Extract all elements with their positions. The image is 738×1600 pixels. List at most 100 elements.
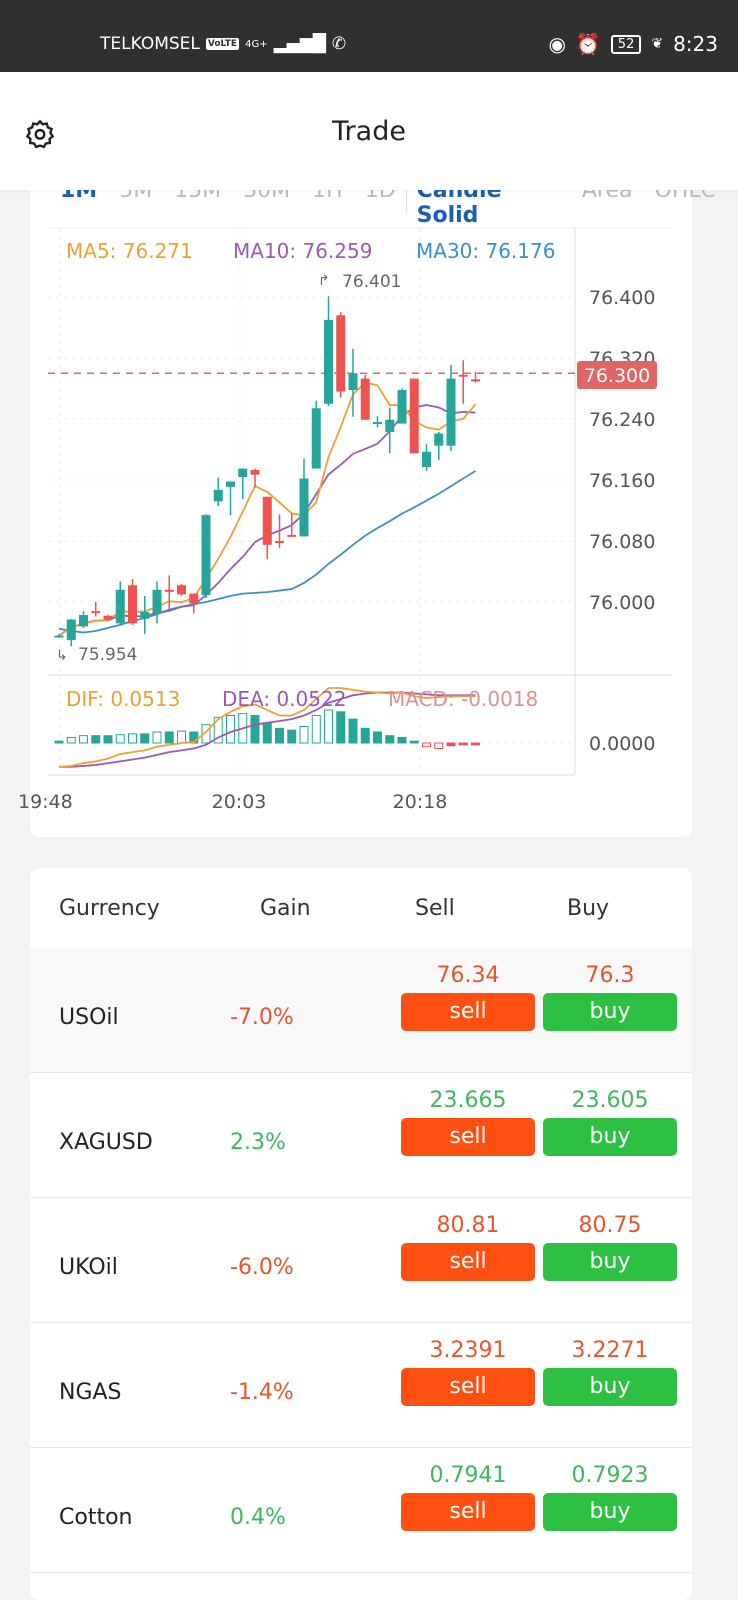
sell-price: 23.665 — [429, 1088, 507, 1113]
leaf-icon: ❦ — [651, 36, 664, 52]
candle — [336, 312, 346, 398]
high-arrow-icon: ↱ — [318, 273, 330, 289]
candle — [226, 481, 235, 516]
sell-button[interactable]: sell — [401, 1493, 535, 1531]
col-sell: Sell — [415, 896, 455, 921]
sell-button[interactable]: sell — [401, 1243, 535, 1281]
candle — [201, 514, 211, 599]
buy-price: 3.2271 — [571, 1338, 649, 1363]
signal-icon: ▂▄▆█ — [273, 34, 326, 54]
kline-chart[interactable]: MA5: 76.271 MA10: 76.259 MA30: 76.176 76… — [0, 0, 738, 840]
candle — [360, 374, 370, 420]
time-tick: 20:03 — [212, 791, 267, 813]
candle — [311, 400, 321, 469]
sell-button[interactable]: sell — [401, 1368, 535, 1406]
symbol-name: Cotton — [59, 1505, 133, 1530]
candle — [262, 496, 272, 560]
macd-bar — [128, 733, 137, 744]
buy-button[interactable]: buy — [543, 1243, 677, 1281]
sell-button[interactable]: sell — [401, 993, 535, 1031]
col-gain: Gain — [260, 896, 311, 921]
buy-button[interactable]: buy — [543, 1493, 677, 1531]
macd-tick: 0.0000 — [589, 733, 655, 755]
candle — [471, 371, 480, 383]
macd-bar — [79, 735, 88, 744]
candle — [324, 296, 333, 407]
macd-bar — [336, 711, 346, 744]
candle — [434, 431, 444, 461]
app-header: Trade — [0, 72, 738, 190]
table-row: USOil -7.0% 76.34 76.3 sell buy — [30, 948, 692, 1073]
macd-bar — [115, 734, 125, 744]
ma10-label: MA10: 76.259 — [233, 239, 372, 263]
macd-bar — [250, 714, 260, 744]
macd-bar — [397, 736, 407, 744]
table-row: Cotton 0.4% 0.7941 0.7923 sell buy — [30, 1448, 692, 1573]
volte-icon: VoLTE — [205, 38, 240, 50]
last-price-label: 76.300 — [584, 365, 650, 387]
low-arrow-icon: ↳ — [56, 648, 68, 664]
whatsapp-icon: ✆ — [331, 34, 347, 54]
candle — [213, 477, 223, 506]
macd-bar — [311, 714, 321, 744]
carrier: TELKOMSEL — [100, 34, 200, 54]
macd-bar — [287, 729, 297, 744]
macd-bar — [103, 735, 113, 744]
macd-bar — [189, 731, 199, 744]
sell-button[interactable]: sell — [401, 1118, 535, 1156]
buy-button[interactable]: buy — [543, 1368, 677, 1406]
macd-label: MACD: -0.0018 — [388, 687, 538, 711]
candle — [91, 602, 101, 617]
network-icon: 4G+ — [245, 38, 268, 50]
high-label: 76.401 — [342, 272, 401, 292]
dif-line — [58, 687, 476, 768]
sell-price: 0.7941 — [429, 1463, 507, 1488]
time-tick: 20:18 — [393, 791, 448, 813]
macd-bar — [177, 730, 186, 744]
buy-price: 23.605 — [571, 1088, 649, 1113]
sell-price: 80.81 — [436, 1213, 500, 1238]
macd-bar — [348, 718, 358, 744]
macd-bar — [262, 722, 272, 744]
candle — [152, 581, 162, 624]
candle — [397, 388, 407, 424]
buy-price: 0.7923 — [571, 1463, 649, 1488]
buy-button[interactable]: buy — [543, 1118, 677, 1156]
divider — [405, 172, 407, 212]
time-tick: 19:48 — [18, 791, 73, 813]
candle — [446, 364, 456, 452]
sell-price: 3.2391 — [429, 1338, 507, 1363]
symbol-name: USOil — [59, 1005, 119, 1030]
macd-bar — [66, 736, 76, 744]
macd-bar — [213, 716, 223, 744]
macd-bar — [54, 740, 64, 744]
macd-bar — [275, 727, 284, 744]
macd-bar — [360, 727, 370, 744]
candle — [250, 468, 260, 488]
macd-bar — [373, 731, 382, 744]
macd-bar — [324, 709, 333, 744]
candle — [177, 583, 186, 596]
col-currency: Gurrency — [59, 896, 160, 921]
price-tick: 76.080 — [589, 531, 655, 553]
candle — [115, 581, 125, 625]
price-tick: 76.160 — [589, 470, 655, 492]
candle — [458, 360, 468, 404]
gear-icon[interactable] — [24, 118, 56, 150]
candle — [348, 348, 358, 417]
gain-value: -7.0% — [230, 1005, 294, 1030]
clock: 8:23 — [673, 32, 718, 56]
gain-value: 0.4% — [230, 1505, 286, 1530]
dea-label: DEA: 0.0522 — [222, 687, 346, 711]
macd-bar — [140, 733, 150, 744]
col-buy: Buy — [567, 896, 610, 921]
buy-price: 80.75 — [578, 1213, 642, 1238]
low-label: 75.954 — [78, 645, 137, 665]
chart-card — [30, 150, 692, 837]
candle — [189, 593, 199, 614]
buy-button[interactable]: buy — [543, 993, 677, 1031]
macd-bar — [226, 714, 235, 744]
candle — [66, 618, 76, 647]
dif-label: DIF: 0.0513 — [66, 687, 180, 711]
candle — [422, 444, 431, 471]
